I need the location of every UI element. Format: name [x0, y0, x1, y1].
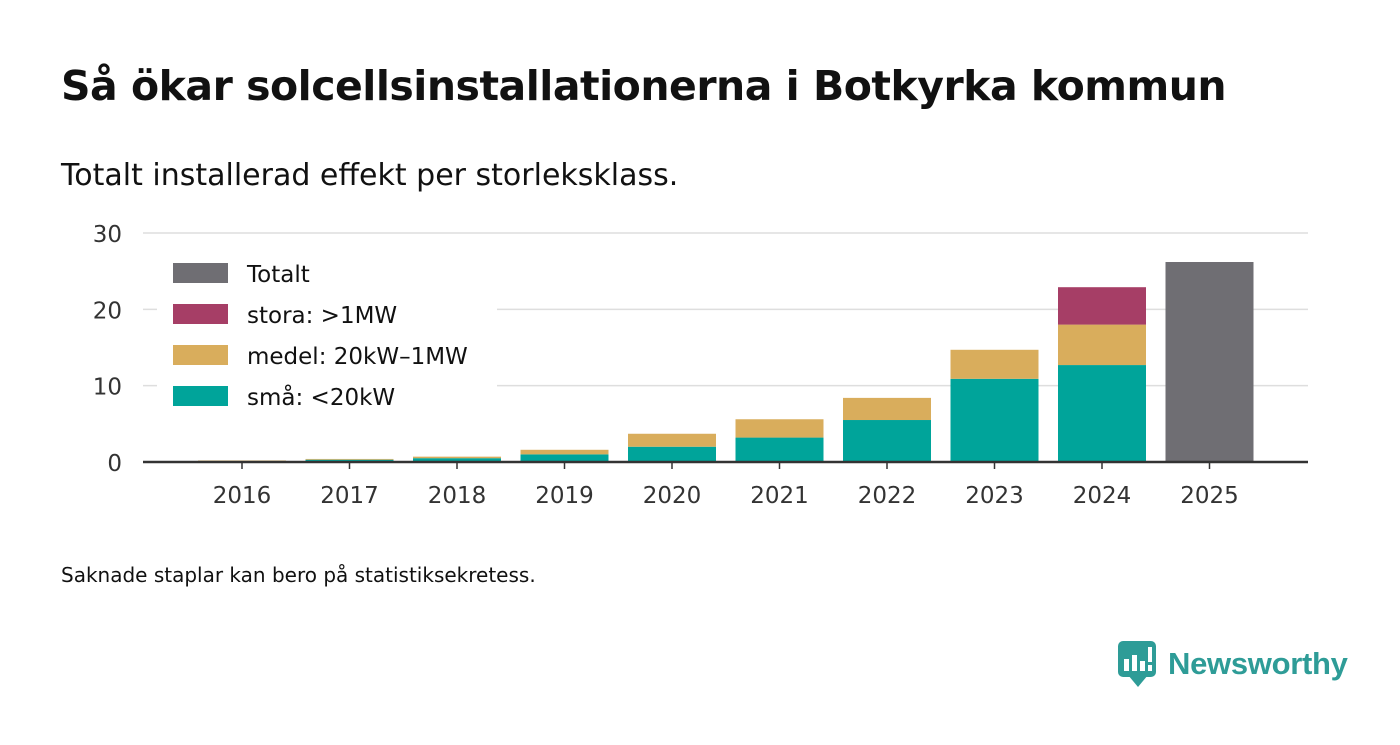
- bar-segment: [1058, 287, 1146, 325]
- bar-segment: [843, 397, 931, 421]
- y-tick-label: 20: [93, 298, 122, 324]
- x-tick-label: 2023: [965, 483, 1024, 509]
- bar-segment: [520, 454, 609, 462]
- x-axis-ticks: 2016 2017 2018 2019 2020 2021 2022 2023 2024 2025: [143, 460, 1308, 509]
- x-tick-label: 2022: [858, 483, 917, 509]
- legend-label: Totalt: [246, 262, 310, 288]
- y-axis-ticks: 0 10 20 30: [93, 222, 122, 477]
- bar-segment: [628, 433, 716, 447]
- legend-swatch: [173, 386, 228, 406]
- bar-segment: [520, 449, 609, 455]
- x-tick-label: 2025: [1180, 483, 1239, 509]
- legend: Totalt stora: >1MW medel: 20kW–1MW små: <20…: [157, 252, 497, 420]
- brand-name: Newsworthy: [1168, 646, 1348, 681]
- x-tick-label: 2021: [750, 483, 809, 509]
- bar-segment: [735, 437, 824, 462]
- x-tick-label: 2017: [320, 483, 379, 509]
- legend-swatch: [173, 345, 228, 365]
- x-tick-label: 2019: [535, 483, 594, 509]
- stacked-bar-chart: 0 10 20 30 2016 2017 2018 2019 2020 2021 2022 2023…: [93, 222, 1308, 509]
- legend-swatch: [173, 304, 228, 324]
- bar-segment: [305, 458, 394, 460]
- legend-swatch: [173, 263, 228, 283]
- legend-label: stora: >1MW: [247, 303, 397, 329]
- bar-segment: [413, 458, 501, 462]
- x-tick-label: 2016: [213, 483, 272, 509]
- legend-label: medel: 20kW–1MW: [247, 344, 468, 370]
- bar-segment: [1058, 324, 1146, 366]
- bar-segment: [735, 419, 824, 438]
- x-tick-label: 2024: [1073, 483, 1132, 509]
- bars: [198, 262, 1254, 462]
- legend-label: små: <20kW: [247, 383, 395, 411]
- page-title: Så ökar solcellsinstallationerna i Botky…: [61, 62, 1227, 110]
- footnote: Saknade staplar kan bero på statistiksek…: [61, 563, 536, 587]
- bar-segment: [413, 456, 501, 459]
- y-tick-label: 0: [107, 451, 122, 477]
- chart-subtitle: Totalt installerad effekt per storlekskl…: [61, 158, 679, 193]
- bar-segment: [950, 349, 1039, 379]
- x-tick-label: 2020: [643, 483, 702, 509]
- y-tick-label: 30: [93, 222, 122, 248]
- y-tick-label: 10: [93, 375, 122, 401]
- x-tick-label: 2018: [428, 483, 487, 509]
- bar-segment: [950, 378, 1039, 462]
- brand: Newsworthy: [1118, 640, 1348, 688]
- bar-segment: [1165, 262, 1254, 462]
- bar-segment: [843, 420, 931, 462]
- bar-segment: [1058, 365, 1146, 462]
- bar-chart-speech-bubble-icon: [1118, 641, 1156, 687]
- bar-segment: [628, 446, 716, 462]
